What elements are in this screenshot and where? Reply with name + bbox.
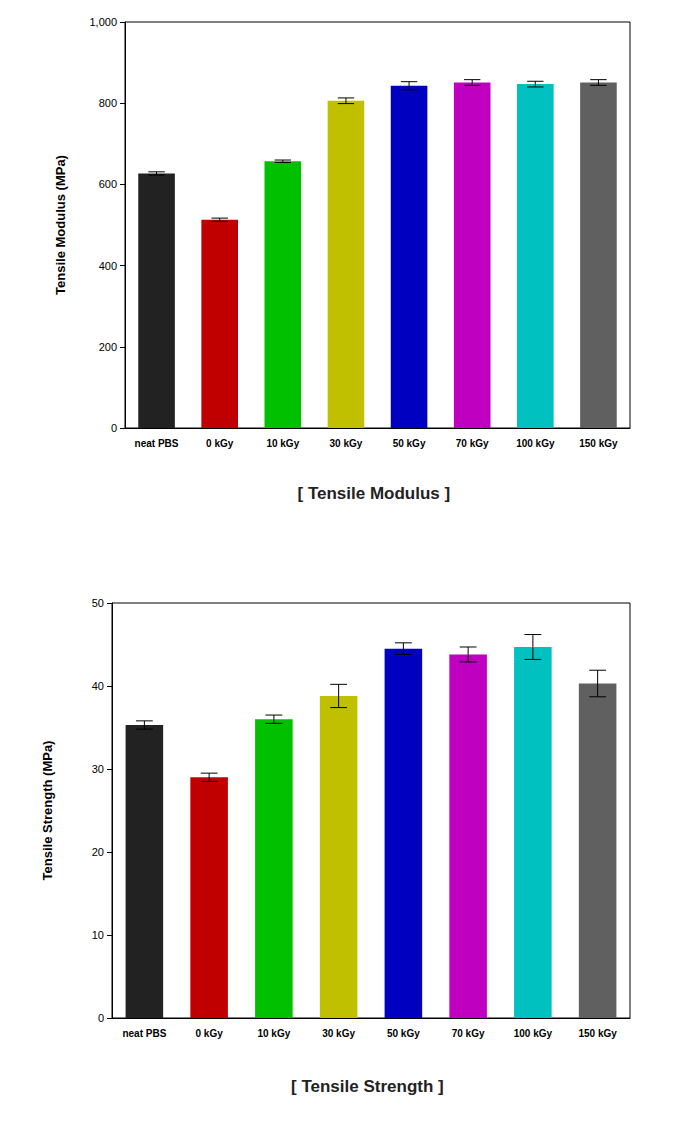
svg-text:30 kGy: 30 kGy xyxy=(322,1028,355,1039)
svg-text:200: 200 xyxy=(99,341,117,353)
svg-text:Tensile Strength (MPa): Tensile Strength (MPa) xyxy=(40,741,55,881)
svg-text:50 kGy: 50 kGy xyxy=(393,438,426,449)
svg-text:70 kGy: 70 kGy xyxy=(456,438,489,449)
svg-text:100 kGy: 100 kGy xyxy=(514,1028,553,1039)
svg-text:Tensile Modulus (MPa): Tensile Modulus (MPa) xyxy=(53,155,68,295)
svg-text:30: 30 xyxy=(92,763,104,775)
svg-text:0 kGy: 0 kGy xyxy=(196,1028,224,1039)
svg-text:10: 10 xyxy=(92,929,104,941)
svg-text:0 kGy: 0 kGy xyxy=(206,438,234,449)
svg-text:100 kGy: 100 kGy xyxy=(516,438,555,449)
svg-text:10 kGy: 10 kGy xyxy=(266,438,299,449)
svg-text:[ Tensile Modulus ]: [ Tensile Modulus ] xyxy=(298,484,451,503)
svg-text:1,000: 1,000 xyxy=(89,16,117,28)
svg-text:150 kGy: 150 kGy xyxy=(578,1028,617,1039)
svg-text:0: 0 xyxy=(111,422,117,434)
svg-text:800: 800 xyxy=(99,97,117,109)
svg-text:50 kGy: 50 kGy xyxy=(387,1028,420,1039)
svg-text:50: 50 xyxy=(92,597,104,609)
svg-text:40: 40 xyxy=(92,680,104,692)
svg-text:neat PBS: neat PBS xyxy=(135,438,179,449)
svg-text:150 kGy: 150 kGy xyxy=(579,438,618,449)
svg-text:30 kGy: 30 kGy xyxy=(330,438,363,449)
svg-text:[ Tensile Strength ]: [ Tensile Strength ] xyxy=(291,1077,444,1096)
svg-text:neat PBS: neat PBS xyxy=(122,1028,166,1039)
svg-text:20: 20 xyxy=(92,846,104,858)
svg-text:600: 600 xyxy=(99,178,117,190)
svg-text:0: 0 xyxy=(98,1012,104,1024)
svg-text:10 kGy: 10 kGy xyxy=(257,1028,290,1039)
svg-text:70 kGy: 70 kGy xyxy=(452,1028,485,1039)
svg-text:400: 400 xyxy=(99,260,117,272)
